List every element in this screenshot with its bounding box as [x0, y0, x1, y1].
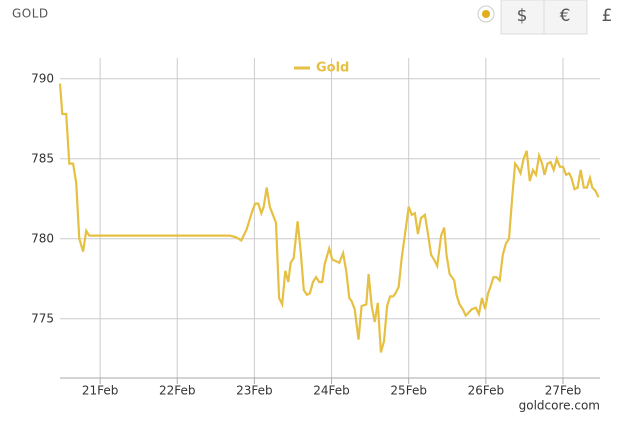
currency-label[interactable]: $	[517, 6, 528, 26]
x-tick-label: 25Feb	[390, 384, 427, 398]
x-tick-label: 24Feb	[313, 384, 350, 398]
radio-dot	[482, 10, 490, 18]
x-tick-label: 23Feb	[236, 384, 273, 398]
currency-button[interactable]	[543, 0, 588, 35]
y-tick-label: 785	[31, 151, 54, 165]
x-tick-label: 27Feb	[545, 384, 582, 398]
x-tick-label: 22Feb	[159, 384, 196, 398]
x-tick-label: 26Feb	[468, 384, 505, 398]
credits: goldcore.com	[519, 399, 600, 413]
y-tick-label: 790	[31, 71, 54, 85]
currency-label[interactable]: €	[560, 6, 571, 26]
header-title: GOLD	[12, 7, 49, 21]
y-tick-label: 780	[31, 231, 54, 245]
currency-button[interactable]	[500, 0, 545, 35]
currency-label[interactable]: £	[602, 6, 613, 26]
series-line	[58, 83, 600, 353]
legend-label: Gold	[316, 61, 349, 76]
y-tick-label: 775	[31, 311, 54, 325]
x-tick-label: 21Feb	[82, 384, 119, 398]
